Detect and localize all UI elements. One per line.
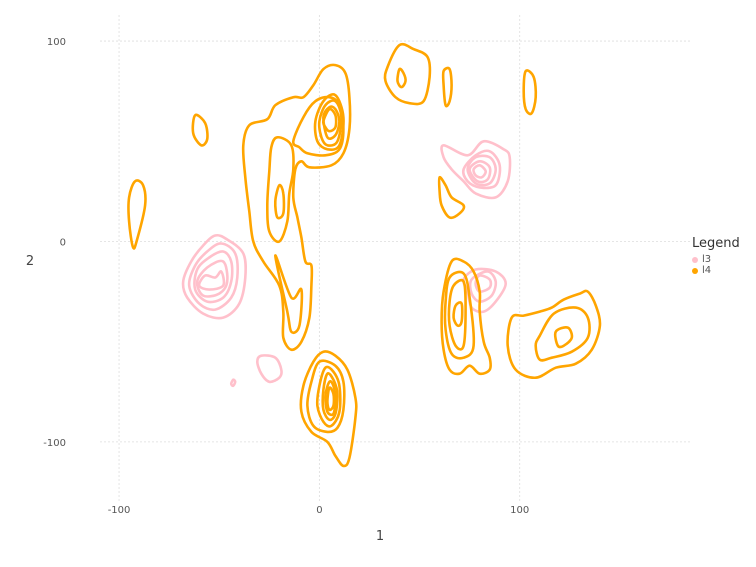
contour-line-l4	[273, 183, 286, 220]
y-axis-title: 2	[26, 254, 34, 269]
contour-line-l3	[461, 149, 502, 190]
contour-line-l4	[534, 306, 591, 362]
contour-line-l3	[474, 274, 493, 293]
series-l4	[127, 42, 602, 468]
legend-swatch-l3	[692, 256, 698, 263]
contour-line-l3	[193, 250, 234, 304]
legend-label-l4: l4	[702, 265, 712, 276]
contour-line-l3	[472, 163, 488, 179]
contour-line-l4	[306, 359, 346, 434]
x-axis-ticks: -100 0 100	[108, 505, 530, 516]
contour-line-l3	[229, 378, 237, 388]
contour-line-l4	[241, 63, 352, 352]
grid-lines	[100, 15, 690, 502]
contour-line-l4	[553, 326, 574, 349]
contour-line-l4	[321, 107, 338, 133]
contour-plot	[127, 42, 602, 468]
y-tick-label: -100	[43, 438, 66, 449]
legend-item-l3: l3	[692, 254, 740, 265]
legend-title: Legend	[692, 236, 740, 251]
contour-line-l4	[322, 105, 341, 140]
contour-line-l3	[466, 154, 497, 187]
contour-line-l4	[313, 93, 345, 151]
x-tick-label: 0	[316, 505, 322, 516]
contour-line-l4	[452, 301, 464, 328]
contour-line-l4	[321, 372, 339, 422]
contour-line-l4	[127, 179, 147, 250]
contour-line-l3	[468, 160, 492, 184]
contour-line-l3	[468, 270, 498, 303]
legend-label-l3: l3	[702, 254, 712, 265]
contour-line-l3	[181, 233, 248, 320]
contour-line-l4	[299, 350, 358, 468]
contour-line-l4	[447, 278, 467, 351]
contour-line-l3	[197, 270, 226, 291]
contour-line-l4	[437, 175, 466, 220]
legend: Legend l3 l4	[692, 236, 740, 276]
contour-line-l4	[266, 135, 295, 244]
x-axis-title: 1	[376, 529, 384, 544]
series-l3	[181, 139, 512, 388]
contour-line-l3	[187, 242, 239, 312]
y-axis-ticks: -100 0 100	[43, 37, 66, 449]
x-tick-label: 100	[510, 505, 529, 516]
contour-line-l3	[195, 259, 229, 298]
contour-line-l4	[506, 289, 602, 380]
y-tick-label: 0	[60, 237, 66, 248]
contour-line-l4	[326, 386, 336, 412]
contour-line-l4	[315, 365, 342, 428]
contour-line-l4	[383, 42, 432, 106]
contour-line-l4	[317, 99, 343, 147]
contour-line-l4	[443, 270, 476, 360]
contour-line-l4	[440, 257, 492, 376]
contour-line-l3	[440, 139, 512, 200]
contour-line-l4	[324, 379, 337, 417]
y-tick-label: 100	[47, 37, 66, 48]
contour-line-l4	[274, 254, 304, 335]
legend-item-l4: l4	[692, 265, 740, 276]
x-tick-label: -100	[108, 505, 131, 516]
legend-swatch-l4	[692, 267, 698, 274]
contour-line-l4	[191, 113, 209, 147]
contour-line-l4	[396, 67, 407, 89]
contour-line-l4	[522, 69, 538, 116]
contour-line-l3	[256, 354, 283, 384]
contour-line-l4	[441, 66, 453, 108]
